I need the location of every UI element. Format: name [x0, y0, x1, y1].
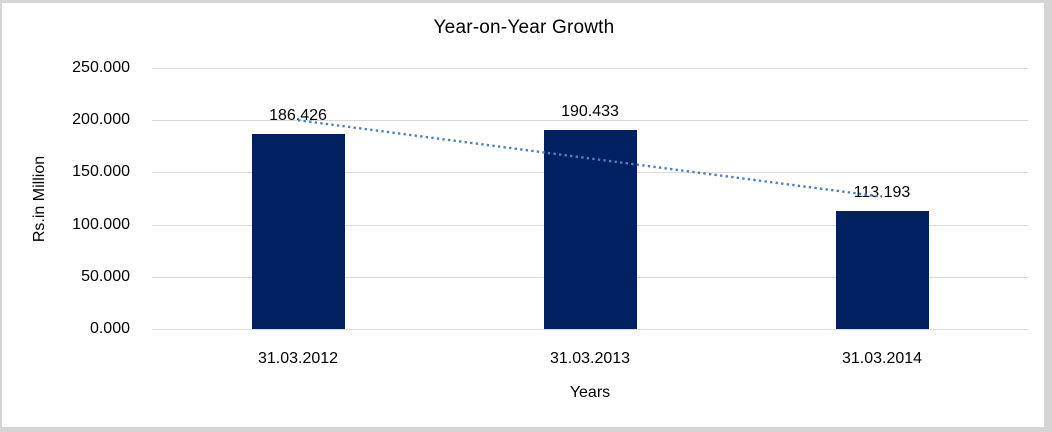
y-axis-tick-label: 50.000: [81, 268, 130, 285]
plot-area: 0.000 50.000 100.000 150.000 200.000 250.000 1…: [2, 3, 1044, 427]
y-axis-tick-label: 250.000: [72, 59, 130, 76]
data-label: 113.193: [853, 184, 911, 201]
data-label: 190.433: [561, 103, 619, 120]
chart-title: Year-on-Year Growth: [433, 17, 615, 38]
x-axis-tick-label: 31.03.2013: [549, 350, 631, 367]
y-axis-tick-label: 0.000: [89, 320, 130, 337]
x-axis-tick-label: 31.03.2012: [257, 350, 339, 367]
x-axis-title: Years: [569, 384, 611, 401]
y-axis-tick-label: 200.000: [72, 111, 130, 128]
bar: [252, 134, 345, 329]
y-axis-tick-label: 100.000: [72, 216, 130, 233]
bar: [544, 130, 637, 329]
gridline: [152, 329, 1028, 330]
y-axis-tick-label: 150.000: [72, 163, 130, 180]
bar: [836, 211, 929, 329]
x-axis-tick-label: 31.03.2014: [841, 350, 923, 367]
data-label: 186.426: [269, 107, 327, 124]
gridline: [152, 68, 1028, 69]
